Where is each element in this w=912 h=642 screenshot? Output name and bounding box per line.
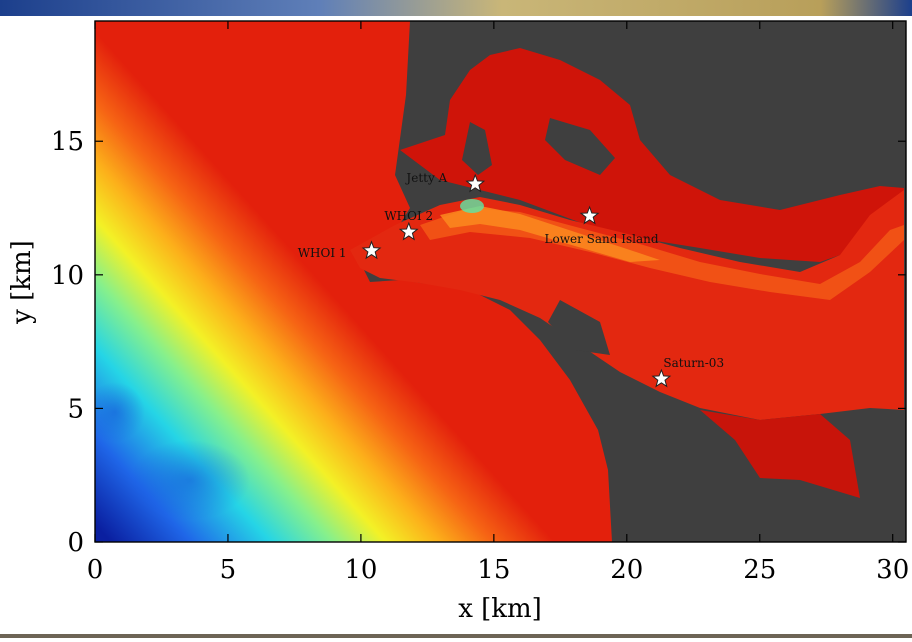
x-tick-label: 10 [344,555,377,585]
station-star-marker [465,173,486,193]
y-axis-label: y [km] [7,240,37,325]
y-tick-label: 15 [51,127,84,157]
x-tick-label: 20 [610,555,643,585]
station-label: Saturn-03 [663,356,724,370]
station-label: WHOI 2 [384,209,433,223]
station-label: WHOI 1 [298,246,347,260]
x-tick-label: 25 [743,555,776,585]
salinity-map-chart: 0 5 10 15 20 25 30 0 5 10 15 Jetty A WHOI 2 WHOI 1 L… [7,20,909,624]
x-tick-label: 15 [477,555,510,585]
plot-frame [94,20,907,543]
y-tick-label: 5 [67,394,84,424]
station-markers: Jetty A WHOI 2 WHOI 1 Lower Sand Island Satu… [298,171,724,388]
x-tick-label: 5 [220,555,237,585]
x-axis-ticks: 0 5 10 15 20 25 30 [87,21,909,585]
station-star-marker [651,368,672,388]
station-label: Lower Sand Island [545,232,659,246]
x-axis-label: x [km] [458,594,542,624]
x-tick-label: 30 [876,555,909,585]
river-channel [350,190,904,420]
northern-bay [400,48,904,262]
station-star-marker [361,240,382,260]
station-star-marker [579,205,600,225]
y-tick-label: 10 [51,261,84,291]
ocean-plume-region [95,21,612,542]
station-star-marker [398,221,419,241]
y-tick-label: 0 [67,528,84,558]
y-axis-ticks: 0 5 10 15 [51,127,906,558]
station-label: Jetty A [404,171,447,185]
x-tick-label: 0 [87,555,104,585]
top-photo-strip [0,0,912,16]
